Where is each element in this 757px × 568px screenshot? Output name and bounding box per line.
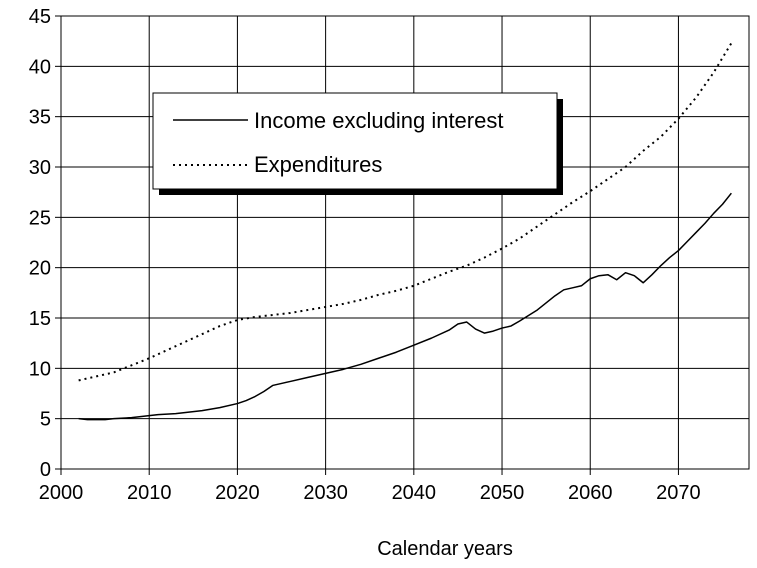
y-tick-label: 40 [29, 56, 51, 78]
series-layer [78, 42, 733, 421]
x-tick-label: 2000 [39, 482, 84, 504]
y-tick-label: 15 [29, 308, 51, 330]
x-tick-label: 2010 [127, 482, 172, 504]
y-tick-label: 30 [29, 157, 51, 179]
y-tick-label: 35 [29, 107, 51, 129]
plot-frame [60, 15, 750, 470]
legend-label-income: Income excluding interest [254, 108, 503, 133]
x-tick-label: 2030 [303, 482, 348, 504]
y-tick-label: 5 [40, 409, 51, 431]
y-tick-label: 45 [29, 6, 51, 28]
y-tick-label: 25 [29, 207, 51, 229]
y-tick-label: 10 [29, 358, 51, 380]
x-tick-label: 2060 [568, 482, 613, 504]
x-tick-label: 2040 [392, 482, 437, 504]
x-tick-label: 2070 [656, 482, 701, 504]
plot-background [61, 16, 749, 469]
x-tick-label: 2020 [215, 482, 260, 504]
x-tick-label: 2050 [480, 482, 525, 504]
y-tick-label: 0 [40, 459, 51, 481]
axis-ticks: 0 5 10 15 20 25 30 35 40 45 2000 2010 2020 2030 2040 20… [29, 6, 701, 504]
legend: Income excluding interest Expenditures [152, 92, 563, 195]
legend-box [152, 92, 558, 190]
y-tick-label: 20 [29, 258, 51, 280]
x-axis-title: Calendar years [377, 538, 513, 560]
series-line-income [78, 192, 732, 421]
legend-label-expenditures: Expenditures [254, 152, 382, 177]
